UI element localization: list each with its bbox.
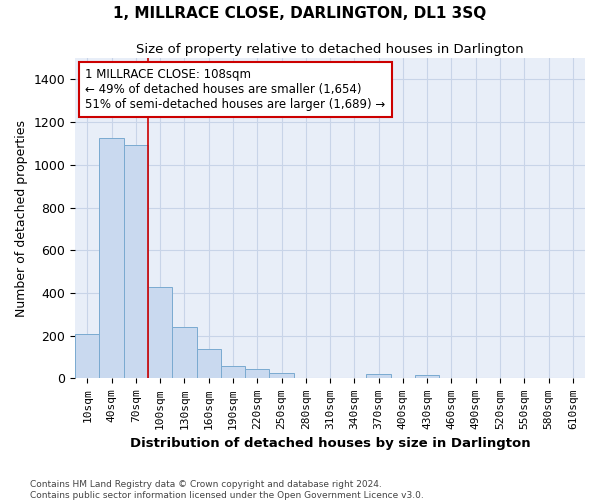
Bar <box>100 138 124 378</box>
Bar <box>148 286 172 378</box>
Title: Size of property relative to detached houses in Darlington: Size of property relative to detached ho… <box>136 42 524 56</box>
Bar <box>75 334 100 378</box>
Bar <box>172 327 197 378</box>
Bar <box>415 374 439 378</box>
Y-axis label: Number of detached properties: Number of detached properties <box>15 120 28 317</box>
Text: 1, MILLRACE CLOSE, DARLINGTON, DL1 3SQ: 1, MILLRACE CLOSE, DARLINGTON, DL1 3SQ <box>113 6 487 20</box>
X-axis label: Distribution of detached houses by size in Darlington: Distribution of detached houses by size … <box>130 437 530 450</box>
Bar <box>269 373 293 378</box>
Text: Contains HM Land Registry data © Crown copyright and database right 2024.
Contai: Contains HM Land Registry data © Crown c… <box>30 480 424 500</box>
Bar <box>197 348 221 378</box>
Bar <box>245 369 269 378</box>
Bar <box>124 144 148 378</box>
Text: 1 MILLRACE CLOSE: 108sqm
← 49% of detached houses are smaller (1,654)
51% of sem: 1 MILLRACE CLOSE: 108sqm ← 49% of detach… <box>85 68 386 110</box>
Bar <box>221 366 245 378</box>
Bar <box>367 374 391 378</box>
